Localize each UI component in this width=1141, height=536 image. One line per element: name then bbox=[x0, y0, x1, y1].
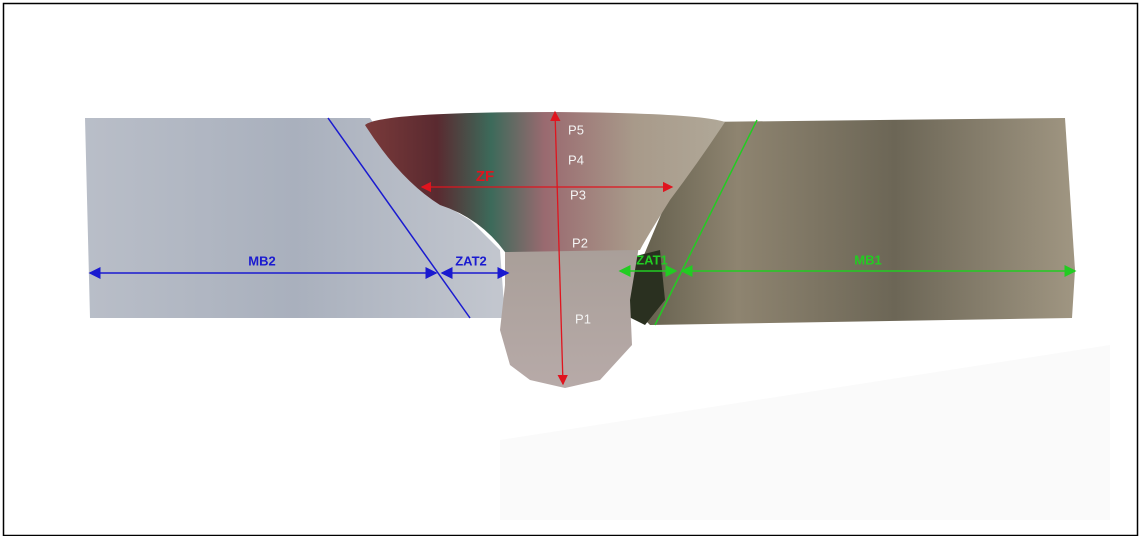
label-p1: P1 bbox=[575, 311, 591, 326]
depth-arrow bbox=[550, 110, 568, 386]
weld-root bbox=[500, 240, 640, 388]
label-p2: P2 bbox=[572, 235, 588, 250]
label-mb1: MB1 bbox=[854, 252, 881, 267]
label-zat2: ZAT2 bbox=[455, 253, 487, 268]
label-p4: P4 bbox=[568, 152, 584, 167]
label-p3: P3 bbox=[570, 187, 586, 202]
label-p5: P5 bbox=[568, 122, 584, 137]
label-zat1: ZAT1 bbox=[636, 252, 668, 267]
fusion-line-right bbox=[654, 119, 758, 326]
background-shade bbox=[500, 345, 1110, 520]
label-mb2: MB2 bbox=[248, 253, 275, 268]
label-zf: ZF bbox=[476, 168, 494, 185]
fusion-line-left bbox=[327, 117, 471, 319]
